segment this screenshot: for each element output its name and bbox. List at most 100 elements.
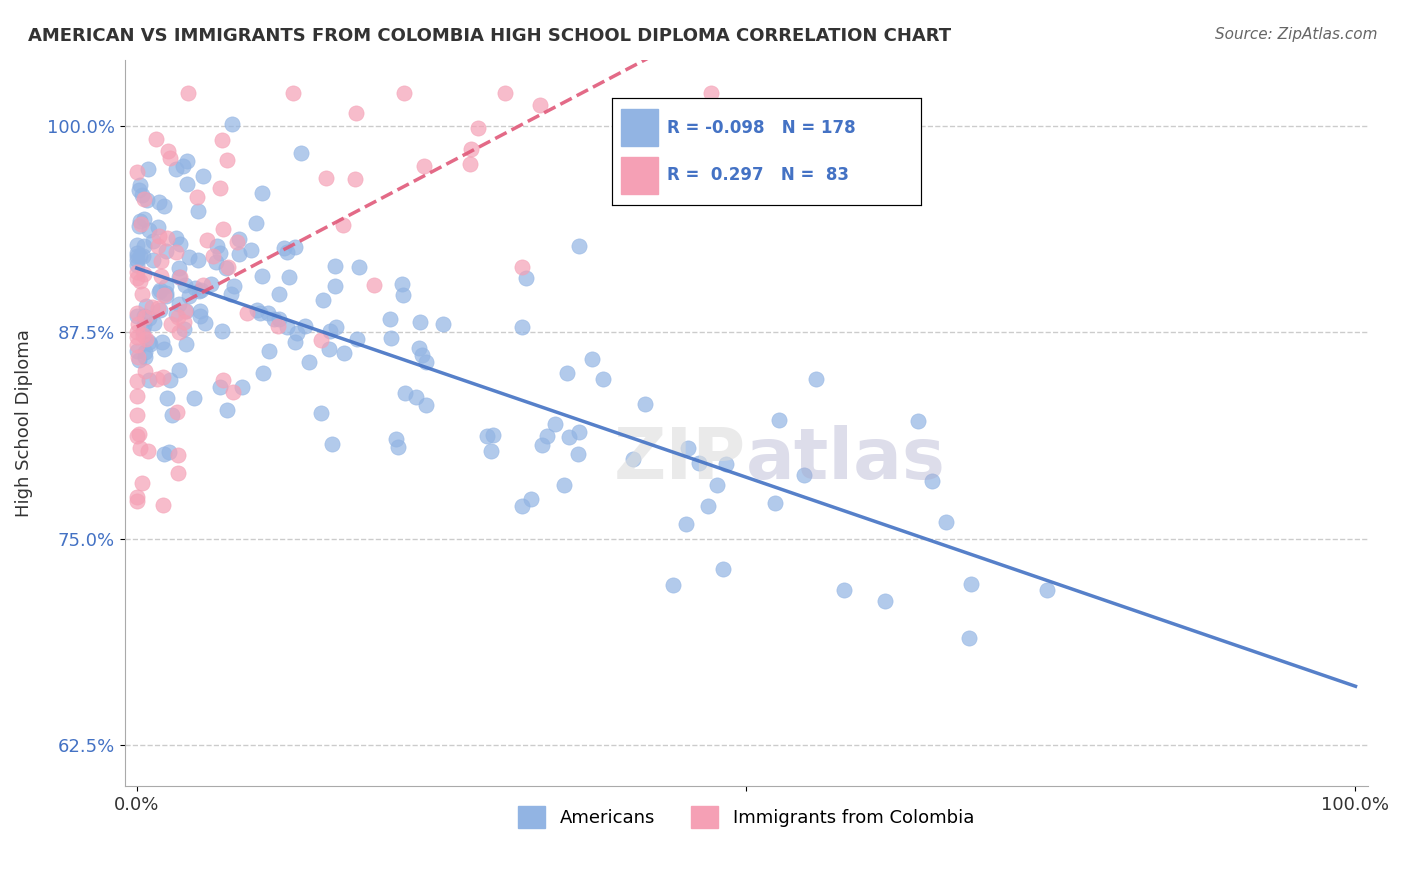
Point [136,444,159,458]
Text: R =  0.297   N =  83: R = 0.297 N = 83 [668,166,849,184]
Point [384,433,406,447]
Point [834,583,856,598]
Point [129,249,152,263]
Point [200,277,222,291]
Point [378,312,401,326]
Point [131,476,153,491]
Point [166,466,188,480]
Point [380,331,402,345]
Point [132,324,155,338]
Point [325,278,347,293]
Bar [621,157,658,194]
Point [184,281,207,295]
Point [150,269,173,284]
Point [179,251,201,265]
Point [155,286,177,301]
Point [134,192,156,206]
Y-axis label: High School Diploma: High School Diploma [15,329,32,517]
Point [141,234,163,248]
Point [194,317,217,331]
Point [921,474,943,488]
Point [128,183,150,197]
Point [875,593,897,607]
Point [141,300,163,314]
Point [568,239,591,253]
Point [165,307,187,321]
Point [208,180,231,194]
Point [249,305,271,319]
Point [125,374,148,388]
Point [283,86,305,100]
Point [125,309,148,323]
Point [349,260,371,274]
Point [344,172,367,186]
Point [458,157,481,171]
Point [315,171,337,186]
Point [187,284,209,298]
Point [148,219,170,234]
Point [125,409,148,423]
Point [309,333,332,347]
Point [209,246,232,260]
Point [153,342,176,356]
Bar [621,109,658,146]
Point [544,417,567,432]
Point [432,317,454,331]
Point [132,267,155,281]
Point [127,429,149,443]
Point [166,448,188,462]
Point [252,367,274,381]
Point [153,199,176,213]
Point [153,446,176,460]
Point [676,441,699,455]
Point [132,249,155,263]
Point [125,330,148,344]
Point [174,336,197,351]
Point [125,265,148,279]
Point [156,230,179,244]
Point [557,366,579,380]
Point [128,219,150,234]
Point [125,237,148,252]
Point [129,217,152,231]
Point [221,118,243,132]
Point [592,372,614,386]
Point [166,310,188,324]
Point [520,491,543,506]
Point [344,105,367,120]
Point [318,343,340,357]
Point [405,390,427,404]
Point [215,153,238,167]
Point [159,152,181,166]
Point [211,133,233,147]
Point [152,369,174,384]
Point [277,269,299,284]
Point [700,86,723,100]
Point [804,372,827,386]
Point [134,310,156,324]
Point [127,317,149,331]
Point [412,159,434,173]
Point [134,350,156,364]
Point [169,270,191,285]
Point [411,348,433,362]
Point [231,380,253,394]
Point [267,312,290,326]
Point [217,260,239,274]
Point [467,121,489,136]
Text: R = -0.098   N = 178: R = -0.098 N = 178 [668,120,856,137]
Point [132,318,155,333]
Point [132,309,155,323]
Point [159,373,181,387]
Point [246,303,269,318]
Point [135,193,157,207]
Point [222,279,245,293]
Point [294,318,316,333]
Point [205,239,228,253]
Point [127,350,149,364]
Point [142,252,165,267]
Point [222,384,245,399]
Point [321,437,343,451]
Point [125,494,148,508]
Point [387,441,409,455]
